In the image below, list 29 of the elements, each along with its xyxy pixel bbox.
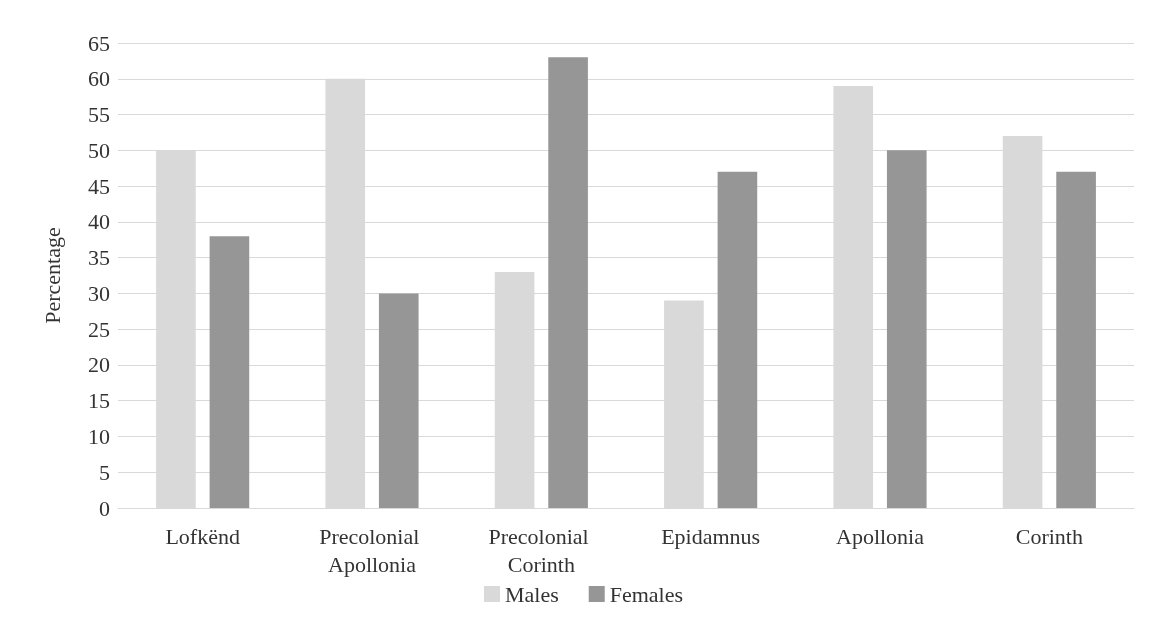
y-tick-label: 20 (88, 352, 110, 378)
y-tick-label: 0 (99, 495, 110, 521)
bar (548, 57, 588, 508)
y-tick-label: 35 (88, 245, 110, 271)
y-tick-label: 10 (88, 423, 110, 449)
y-tick-label: 25 (88, 316, 110, 342)
y-tick-label: 50 (88, 137, 110, 163)
y-tick-label: 45 (88, 173, 110, 199)
x-tick-label: Epidamnus (661, 523, 761, 549)
x-tick-label: Corinth (1015, 523, 1083, 549)
y-tick-label: 30 (88, 280, 110, 306)
bar (1056, 171, 1096, 508)
y-axis-title: Percentage (39, 227, 65, 324)
y-tick-label: 60 (88, 66, 110, 92)
y-tick-label: 40 (88, 209, 110, 235)
x-tick-label: Precolonial Corinth (488, 523, 595, 577)
bar (209, 236, 250, 508)
bar (378, 293, 419, 508)
legend-label: Males (504, 581, 559, 607)
bar (717, 171, 758, 508)
bar (886, 150, 927, 508)
x-tick-label: Precolonial Apollonia (319, 523, 425, 577)
y-tick-label: 5 (99, 459, 110, 485)
y-tick-label: 55 (88, 102, 110, 128)
y-tick-label: 65 (88, 30, 110, 56)
x-tick-label: Lofkënd (165, 523, 240, 549)
legend-label: Females (609, 581, 684, 607)
x-tick-label: Apollonia (836, 523, 925, 549)
y-tick-label: 15 (88, 388, 110, 414)
